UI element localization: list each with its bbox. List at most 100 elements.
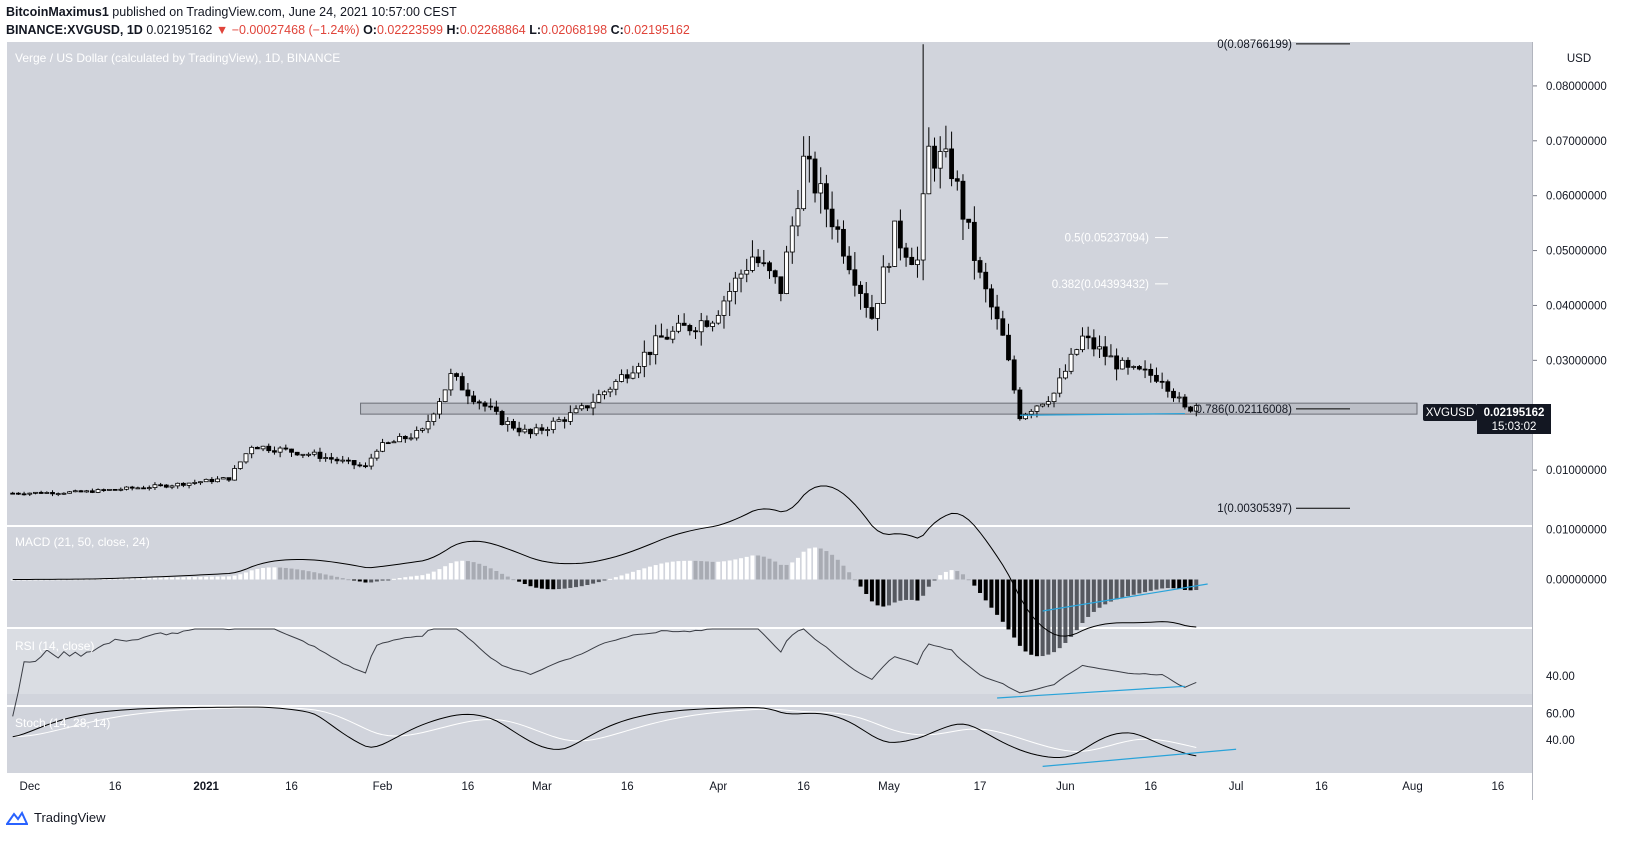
macd-histogram-bar <box>335 576 340 580</box>
macd-histogram-bar <box>517 579 522 582</box>
candle-body <box>585 405 590 409</box>
macd-histogram-bar <box>482 565 487 580</box>
macd-histogram-bar <box>1034 579 1039 657</box>
candle-body <box>454 373 459 377</box>
candle-body <box>10 492 16 495</box>
macd-histogram-bar <box>56 579 61 581</box>
symbol-info: BINANCE:XVGUSD, 1D <box>6 23 143 37</box>
candle-body <box>1176 396 1182 399</box>
macd-histogram-bar <box>147 577 152 580</box>
candle-body <box>67 491 72 494</box>
macd-histogram-bar <box>659 563 664 580</box>
macd-histogram-bar <box>357 579 362 582</box>
macd-histogram-bar <box>813 547 818 580</box>
macd-histogram-bar <box>784 564 789 580</box>
macd-histogram-bar <box>1143 579 1148 593</box>
macd-histogram-bar <box>1052 579 1057 653</box>
macd-histogram-bar <box>858 579 863 587</box>
candle-body <box>294 451 300 456</box>
macd-histogram-bar <box>841 565 846 580</box>
x-tick-label: 16 <box>1315 781 1328 793</box>
candle-body <box>232 468 238 481</box>
macd-histogram-bar <box>824 551 829 580</box>
macd-histogram-bar <box>409 576 414 580</box>
candle-body <box>141 487 146 490</box>
x-tick-label: 2021 <box>193 781 219 793</box>
candle-body <box>897 220 903 249</box>
macd-histogram-bar <box>215 576 220 580</box>
candle-body <box>1085 335 1091 339</box>
macd-histogram-bar <box>955 571 960 580</box>
candle-body <box>755 256 761 264</box>
macd-histogram-bar <box>1120 579 1125 598</box>
macd-histogram-bar <box>653 565 658 580</box>
y-tick-label: 0.08000000 <box>1546 81 1607 93</box>
macd-histogram-bar <box>289 568 294 580</box>
candle-body <box>1011 359 1017 391</box>
candle-body <box>89 490 95 493</box>
candle-body <box>943 148 949 152</box>
open-label: O: <box>363 23 377 37</box>
macd-histogram-bar <box>1000 579 1005 622</box>
candle-body <box>482 402 488 407</box>
candle-body <box>744 270 750 275</box>
candle-body <box>1159 380 1165 383</box>
candle-body <box>448 373 454 391</box>
macd-histogram-bar <box>949 570 954 580</box>
candle-body <box>693 330 698 333</box>
candle-body <box>676 322 681 332</box>
candle-body <box>596 394 602 403</box>
candle-body <box>567 412 573 422</box>
macd-histogram-bar <box>124 578 129 580</box>
candle-body <box>841 228 846 257</box>
macd-histogram-bar <box>539 579 544 589</box>
macd-histogram-bar <box>585 579 590 585</box>
candle-body <box>192 482 198 484</box>
macd-histogram-bar <box>1103 579 1108 605</box>
candle-body <box>1028 411 1034 415</box>
y-tick-label: 40.00 <box>1546 735 1575 747</box>
candle-body <box>493 406 499 412</box>
candle-body <box>767 262 772 272</box>
time-axis[interactable] <box>7 773 1532 800</box>
chart-canvas[interactable]: 0(0.08766199) 0.5(0.05237094) 0.382(0.0439… <box>0 0 1627 800</box>
candle-body <box>886 266 892 268</box>
macd-histogram-bar <box>1160 579 1165 589</box>
macd-histogram-bar <box>875 579 880 606</box>
candle-body <box>778 276 784 294</box>
macd-histogram-bar <box>915 579 920 601</box>
candle-body <box>135 487 141 490</box>
author-name[interactable]: BitcoinMaximus1 <box>6 5 109 19</box>
y-ticks-layer: 0.08000000 0.07000000 0.06000000 0.05000000… <box>1533 81 1607 747</box>
candle-body <box>806 155 812 160</box>
tradingview-footer[interactable]: TradingView <box>6 810 106 825</box>
candle-body <box>539 427 545 431</box>
macd-histogram-bar <box>1080 579 1085 623</box>
candle-body <box>522 428 528 433</box>
macd-histogram-bar <box>727 560 732 580</box>
candle-body <box>431 413 437 422</box>
x-ticks-layer: Dec 16 2021 16 Feb 16 Mar 16 Apr 16 May 17 Jun 16 Jul 1… <box>20 781 1505 793</box>
candle-body <box>602 391 607 396</box>
price-change: ▼ −0.00027468 (−1.24%) <box>215 23 360 37</box>
macd-histogram-bar <box>568 579 573 588</box>
candle-body <box>920 193 926 261</box>
candle-body <box>198 481 203 484</box>
macd-histogram-bar <box>84 579 89 581</box>
macd-histogram-bar <box>1069 579 1074 637</box>
macd-histogram-bar <box>158 577 163 580</box>
macd-histogram-bar <box>494 570 499 580</box>
macd-histogram-bar <box>329 575 334 580</box>
price-pane[interactable] <box>7 42 1532 525</box>
macd-histogram-bar <box>699 561 704 580</box>
macd-histogram-bar <box>226 576 231 580</box>
stoch-pane[interactable] <box>7 707 1532 773</box>
candle-body <box>1034 405 1040 412</box>
macd-histogram-bar <box>1131 579 1136 595</box>
candle-body <box>260 445 266 450</box>
y-tick-label: 60.00 <box>1546 709 1575 721</box>
candle-body <box>533 427 539 435</box>
macd-histogram-bar <box>574 579 579 588</box>
macd-histogram-bar <box>613 577 618 580</box>
candle-body <box>237 461 243 469</box>
